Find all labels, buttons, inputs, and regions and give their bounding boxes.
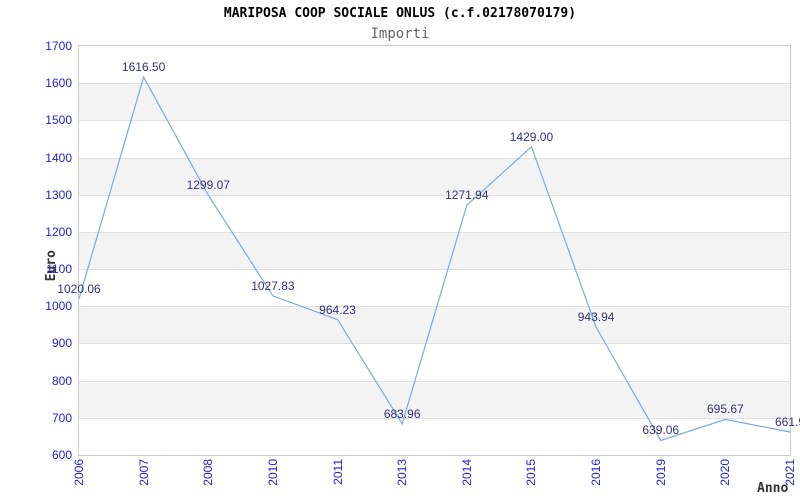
x-tick-label: 2013 <box>395 459 410 486</box>
plot-band <box>79 83 790 121</box>
gridline <box>79 194 790 196</box>
data-line <box>79 75 790 442</box>
data-point-label: 1299.07 <box>186 178 230 193</box>
data-point-label: 695.67 <box>707 402 744 417</box>
y-tick-label: 1700 <box>45 39 72 53</box>
chart-subtitle: Importi <box>370 26 430 42</box>
plot-band <box>79 380 790 418</box>
x-tick-label: 2008 <box>201 459 216 486</box>
gridline <box>79 83 790 85</box>
data-point-label: 1020.06 <box>57 281 101 296</box>
line-series <box>79 75 790 442</box>
plot-band <box>79 231 790 270</box>
y-tick-label: 1300 <box>45 187 72 202</box>
gridline <box>79 380 790 382</box>
y-tick-label: 900 <box>51 336 72 351</box>
gridline <box>79 306 790 308</box>
y-tick-label: 1500 <box>45 113 72 128</box>
data-point-label: 1429.00 <box>509 129 554 144</box>
y-tick-label: 1600 <box>45 76 72 91</box>
data-point-label: 639.06 <box>642 423 680 438</box>
x-tick-label: 2006 <box>72 459 86 486</box>
data-point-label: 1027.83 <box>251 278 295 293</box>
y-tick-label: 700 <box>51 410 72 425</box>
chart-title: MARIPOSA COOP SOCIALE ONLUS (c.f.0217807… <box>223 6 577 21</box>
x-tick-label: 2014 <box>459 459 474 486</box>
gridline <box>79 231 790 233</box>
x-tick-label: 2010 <box>265 459 280 486</box>
data-point-label: 1616.50 <box>121 60 166 75</box>
x-tick-label: 2019 <box>653 459 668 486</box>
y-tick-label: 1200 <box>45 224 72 239</box>
data-point-label: 964.23 <box>319 302 356 317</box>
y-tick-label: 1100 <box>46 262 72 277</box>
x-axis-title: Anno <box>757 481 789 496</box>
y-tick-label: 1400 <box>45 150 72 165</box>
y-tick-label: 600 <box>51 448 72 462</box>
x-tick-label: 2020 <box>718 459 733 486</box>
x-tick-label: 2021 <box>783 459 797 486</box>
x-tick-label: 2007 <box>136 459 151 486</box>
gridline <box>79 417 790 419</box>
plot-area <box>78 45 791 456</box>
x-tick-label: 2015 <box>524 459 539 486</box>
data-point-label: 661.9 <box>774 414 800 429</box>
data-point-label: 683.96 <box>383 406 421 421</box>
gridline <box>79 269 790 271</box>
data-point-label: 1271.94 <box>445 188 489 203</box>
y-tick-label: 1000 <box>45 299 72 314</box>
gridline <box>79 157 790 159</box>
gridline <box>79 120 790 122</box>
gridline <box>79 343 790 345</box>
data-point-label: 943.94 <box>577 310 615 325</box>
x-tick-label: 2016 <box>589 459 604 486</box>
x-tick-label: 2011 <box>330 459 345 485</box>
y-tick-label: 800 <box>51 373 72 388</box>
